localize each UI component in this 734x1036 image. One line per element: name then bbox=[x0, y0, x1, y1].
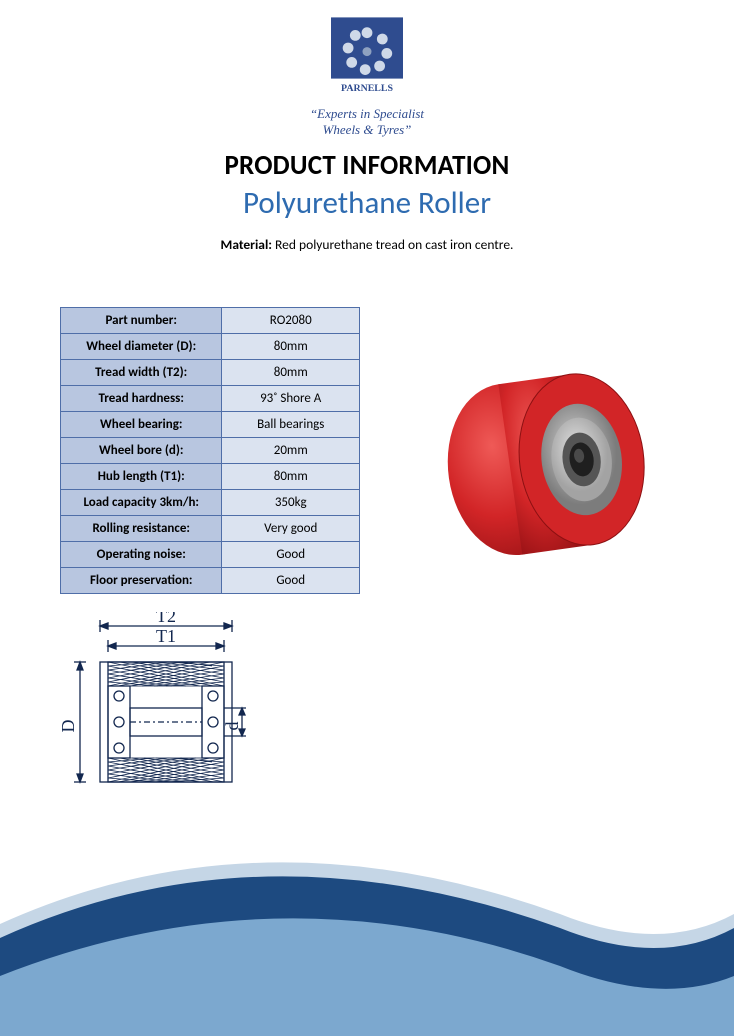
spec-value: 80mm bbox=[222, 463, 360, 489]
table-row: Tread width (T2):80mm bbox=[61, 359, 360, 385]
material-line: Material: Red polyurethane tread on cast… bbox=[0, 236, 734, 253]
brand-logo-block: PARNELLS “Experts in Specialist Wheels &… bbox=[277, 12, 457, 139]
spec-value: Ball bearings bbox=[222, 411, 360, 437]
diagram-label-D: D bbox=[60, 719, 78, 732]
diagram-label-T1: T1 bbox=[156, 626, 176, 646]
table-row: Hub length (T1):80mm bbox=[61, 463, 360, 489]
table-row: Operating noise:Good bbox=[61, 541, 360, 567]
spec-label: Tread hardness: bbox=[61, 385, 222, 411]
tagline-line-1: “Experts in Specialist bbox=[310, 106, 424, 121]
spec-value: Good bbox=[222, 541, 360, 567]
dimension-diagram: T2 T1 bbox=[60, 612, 270, 812]
brand-name-text: PARNELLS bbox=[341, 83, 393, 94]
table-row: Rolling resistance:Very good bbox=[61, 515, 360, 541]
dimension-diagram-wrap: T2 T1 bbox=[0, 594, 734, 817]
spec-value: 20mm bbox=[222, 437, 360, 463]
page-title: PRODUCT INFORMATION bbox=[0, 149, 734, 182]
table-row: Load capacity 3km/h:350kg bbox=[61, 489, 360, 515]
spec-value: 93˚ Shore A bbox=[222, 385, 360, 411]
spec-label: Operating noise: bbox=[61, 541, 222, 567]
material-label: Material: bbox=[221, 236, 272, 253]
spec-label: Load capacity 3km/h: bbox=[61, 489, 222, 515]
spec-value: 80mm bbox=[222, 359, 360, 385]
spec-label: Tread width (T2): bbox=[61, 359, 222, 385]
spec-value: Good bbox=[222, 567, 360, 593]
material-text: Red polyurethane tread on cast iron cent… bbox=[275, 236, 513, 253]
product-image bbox=[432, 365, 652, 565]
table-row: Wheel bore (d):20mm bbox=[61, 437, 360, 463]
spec-table-body: Part number:RO2080Wheel diameter (D):80m… bbox=[61, 307, 360, 593]
table-row: Wheel diameter (D):80mm bbox=[61, 333, 360, 359]
product-image-wrap bbox=[410, 307, 674, 594]
spec-value: 80mm bbox=[222, 333, 360, 359]
table-row: Part number:RO2080 bbox=[61, 307, 360, 333]
spec-value: RO2080 bbox=[222, 307, 360, 333]
table-row: Wheel bearing:Ball bearings bbox=[61, 411, 360, 437]
spec-label: Hub length (T1): bbox=[61, 463, 222, 489]
brand-logo: PARNELLS bbox=[322, 12, 412, 102]
diagram-label-d: d bbox=[222, 721, 242, 730]
footer-swoosh bbox=[0, 806, 734, 1036]
spec-value: Very good bbox=[222, 515, 360, 541]
table-row: Floor preservation:Good bbox=[61, 567, 360, 593]
spec-label: Wheel diameter (D): bbox=[61, 333, 222, 359]
spec-table: Part number:RO2080Wheel diameter (D):80m… bbox=[60, 307, 360, 594]
product-title: Polyurethane Roller bbox=[0, 184, 734, 222]
spec-label: Wheel bearing: bbox=[61, 411, 222, 437]
table-row: Tread hardness:93˚ Shore A bbox=[61, 385, 360, 411]
spec-value: 350kg bbox=[222, 489, 360, 515]
spec-label: Rolling resistance: bbox=[61, 515, 222, 541]
brand-tagline: “Experts in Specialist Wheels & Tyres” bbox=[277, 106, 457, 139]
diagram-label-T2: T2 bbox=[156, 612, 176, 626]
tagline-line-2: Wheels & Tyres” bbox=[323, 122, 412, 137]
spec-label: Part number: bbox=[61, 307, 222, 333]
spec-label: Wheel bore (d): bbox=[61, 437, 222, 463]
spec-label: Floor preservation: bbox=[61, 567, 222, 593]
